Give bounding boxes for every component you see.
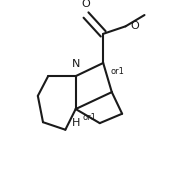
Text: or1: or1 — [83, 113, 96, 122]
Text: O: O — [82, 0, 90, 9]
Text: H: H — [72, 118, 80, 128]
Text: N: N — [72, 59, 80, 69]
Text: O: O — [131, 21, 139, 31]
Text: or1: or1 — [110, 67, 124, 76]
